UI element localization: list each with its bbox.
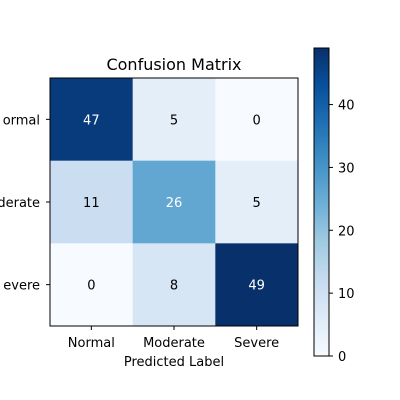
cell-value-label: 0	[87, 279, 95, 294]
colorbar	[313, 47, 330, 357]
x-tick-label: Normal	[68, 336, 115, 351]
heatmap-cell	[132, 78, 216, 162]
x-axis-ticks: Normal Moderate Severe	[68, 326, 279, 351]
y-tick-label: evere	[3, 279, 40, 294]
heatmap-cell	[132, 243, 216, 327]
x-tick-label: Severe	[234, 336, 279, 351]
cell-value-label: 11	[83, 196, 100, 211]
x-axis-label: Predicted Label	[124, 355, 224, 370]
colorbar-tick-label: 10	[338, 287, 355, 302]
cell-value-label: 47	[83, 113, 100, 128]
heatmap-cell	[215, 243, 299, 327]
colorbar-tick-label: 40	[338, 99, 355, 114]
heatmap-cell	[132, 160, 216, 244]
heatmap-cells: 47 5 0 11 26 5 0 8 49	[50, 78, 299, 327]
chart-title: Confusion Matrix	[106, 55, 241, 74]
heatmap-cell	[50, 243, 134, 327]
cell-value-label: 49	[248, 279, 265, 294]
colorbar-tick-label: 0	[338, 350, 346, 365]
cell-value-label: 8	[170, 279, 178, 294]
heatmap-cell	[50, 78, 134, 162]
y-axis-ticks: ormal derate evere	[0, 113, 50, 294]
cell-value-label: 5	[253, 196, 261, 211]
cell-value-label: 5	[170, 113, 178, 128]
heatmap-cell	[50, 160, 134, 244]
colorbar-tick-label: 20	[338, 224, 355, 239]
heatmap-cell	[215, 78, 299, 162]
cell-value-label: 0	[253, 113, 261, 128]
y-tick-label: derate	[0, 196, 40, 211]
y-tick-label: ormal	[3, 113, 40, 128]
colorbar-ticks: 0 10 20 30 40	[329, 99, 355, 365]
heatmap-cell	[215, 160, 299, 244]
colorbar-tick-label: 30	[338, 161, 355, 176]
cell-value-label: 26	[166, 196, 183, 211]
x-tick-label: Moderate	[143, 336, 205, 351]
